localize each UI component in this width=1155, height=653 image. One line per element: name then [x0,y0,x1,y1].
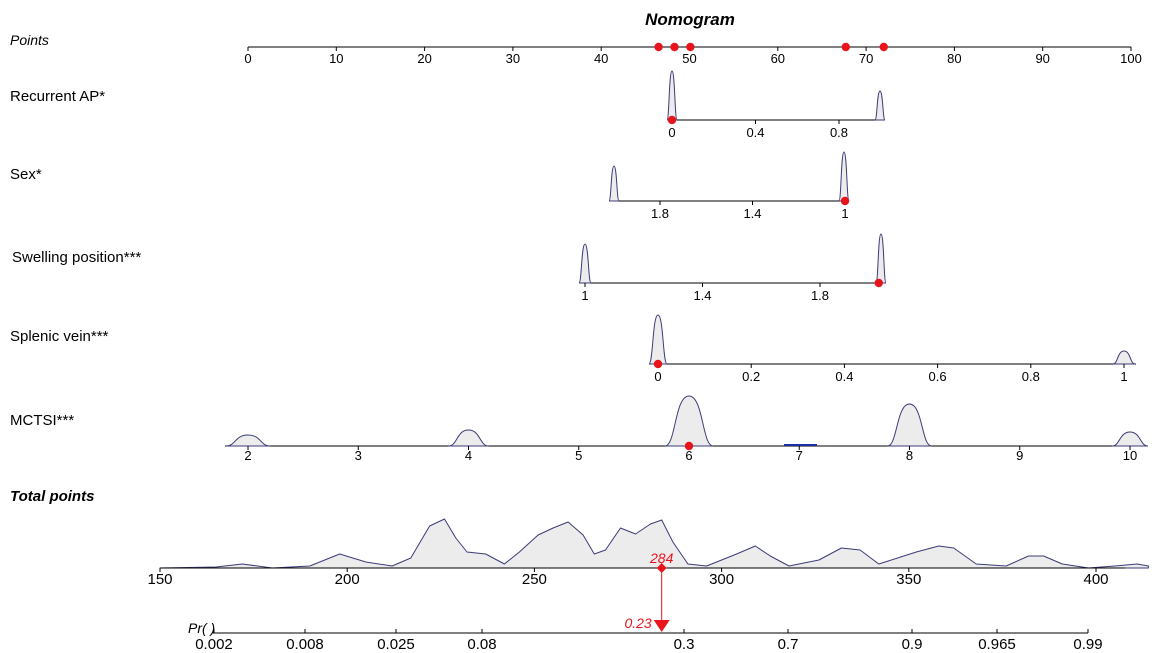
probability-tick-label-0.08: 0.08 [467,636,496,653]
sex-density-0 [608,165,620,202]
mctsi-tick-label-2: 2 [244,448,251,463]
points-tick-label-70: 70 [859,51,873,66]
swelling-position-tick-label-1: 1 [581,288,588,303]
swelling-position-tick-label-1.4: 1.4 [693,288,711,303]
points-tick-label-20: 20 [417,51,431,66]
probability-tick-label-0.9: 0.9 [902,636,923,653]
points-tick-label-50: 50 [682,51,696,66]
points-marker-5 [879,42,888,52]
mctsi-tick-label-7: 7 [796,448,803,463]
total-points-tick-label-400: 400 [1083,571,1108,588]
points-tick-label-0: 0 [244,51,251,66]
splenic-vein-tick-label-0: 0 [654,369,661,384]
mctsi-tick-label-6: 6 [685,448,692,463]
splenic-vein-tick-label-1: 1 [1120,369,1127,384]
points-tick-label-60: 60 [771,51,785,66]
total-points-density [159,518,1149,569]
chart-title: Nomogram [645,10,735,29]
mctsi-tick-label-10: 10 [1123,448,1137,463]
mctsi-marker [684,441,694,451]
splenic-vein-tick-label-0.2: 0.2 [742,369,760,384]
mctsi-tick-label-3: 3 [355,448,362,463]
probability-marker [653,620,670,632]
recurrent-ap-tick-label-0.4: 0.4 [746,125,764,140]
swelling-position-density-1 [875,233,887,284]
splenic-vein-tick-label-0.4: 0.4 [835,369,853,384]
probability-value-label: 0.23 [624,615,651,631]
probability-tick-label-0.965: 0.965 [978,636,1016,653]
probability-tick-label-0.025: 0.025 [377,636,415,653]
mctsi-tick-label-8: 8 [906,448,913,463]
total-points-value-label: 284 [649,550,674,566]
variable-label-recurrent-ap: Recurrent AP* [10,88,105,105]
mctsi-density-8 [887,403,932,447]
recurrent-ap-tick-label-0: 0 [668,125,675,140]
probability-tick-label-0.008: 0.008 [286,636,324,653]
mctsi-density-10 [1111,431,1149,447]
mctsi-tick-label-5: 5 [575,448,582,463]
points-tick-label-90: 90 [1035,51,1049,66]
probability-tick-label-0.99: 0.99 [1073,636,1102,653]
mctsi-density-6 [664,395,714,447]
recurrent-ap-tick-label-0.8: 0.8 [830,125,848,140]
splenic-vein-density-1 [1112,350,1136,365]
total-points-tick-label-150: 150 [147,571,172,588]
variable-label-splenic-vein: Splenic vein*** [10,328,109,345]
sex-tick-label-1.4: 1.4 [743,206,761,221]
probability-tick-label-0.3: 0.3 [674,636,695,653]
points-tick-label-40: 40 [594,51,608,66]
points-tick-label-80: 80 [947,51,961,66]
mctsi-density-4 [448,429,489,447]
mctsi-tick-label-4: 4 [465,448,472,463]
splenic-vein-density-0 [648,314,668,365]
recurrent-ap-marker [667,115,677,125]
swelling-position-tick-label-1.8: 1.8 [811,288,829,303]
total-points-marker [656,563,667,573]
swelling-position-marker [874,278,883,288]
probability-tick-label-0.002: 0.002 [195,636,233,653]
mctsi-density-2 [225,434,271,447]
probability-tick-label-0.7: 0.7 [778,636,799,653]
splenic-vein-tick-label-0.6: 0.6 [929,369,947,384]
recurrent-ap-density-0 [666,70,678,121]
total-points-label: Total points [10,488,94,505]
points-tick-label-30: 30 [506,51,520,66]
points-marker-2 [670,42,679,52]
total-points-tick-label-300: 300 [709,571,734,588]
variable-label-mctsi: MCTSI*** [10,412,74,429]
points-marker-4 [841,42,850,52]
sex-marker [840,196,850,206]
variable-label-swelling-position: Swelling position*** [12,249,141,266]
points-tick-label-10: 10 [329,51,343,66]
swelling-position-density-0 [578,243,592,284]
points-marker-1 [654,42,663,52]
variable-label-sex: Sex* [10,166,42,183]
sex-tick-label-1.8: 1.8 [651,206,669,221]
total-points-tick-label-350: 350 [896,571,921,588]
sex-density-1 [838,151,850,202]
points-label: Points [10,32,49,48]
probability-label: Pr( ) [188,620,215,636]
splenic-vein-tick-label-0.8: 0.8 [1022,369,1040,384]
total-points-tick-label-250: 250 [522,571,547,588]
mctsi-tick-label-9: 9 [1016,448,1023,463]
sex-tick-label-1: 1 [841,206,848,221]
splenic-vein-marker [653,359,663,369]
points-tick-label-100: 100 [1120,51,1142,66]
points-marker-3 [686,42,695,52]
recurrent-ap-density-1 [874,90,886,121]
total-points-tick-label-200: 200 [335,571,360,588]
